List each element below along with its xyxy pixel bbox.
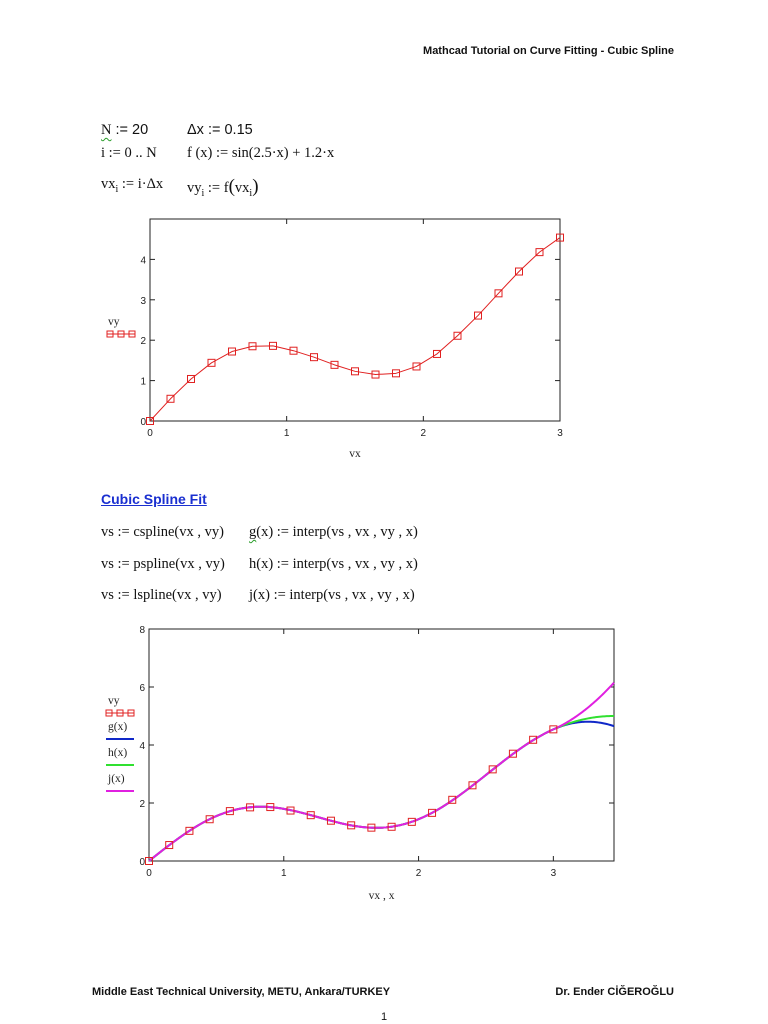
data-point-marker	[371, 370, 380, 379]
x-axis-label: vx	[349, 448, 361, 460]
y-tick-label: 2	[139, 799, 145, 810]
data-point-marker	[494, 289, 503, 298]
def-pspline: vs := pspline(vx , vy)	[101, 556, 225, 572]
data-point-marker	[166, 394, 175, 403]
legend-label: vy	[108, 695, 120, 707]
def-cspline: vs := cspline(vx , vy)	[101, 524, 224, 540]
data-point-marker	[306, 811, 315, 820]
data-point-marker	[347, 821, 356, 830]
data-point-marker	[205, 815, 214, 824]
data-point-marker	[326, 816, 335, 825]
data-point-marker	[549, 725, 558, 734]
x-tick-label: 0	[147, 428, 153, 439]
data-point-marker	[387, 822, 396, 831]
plot-frame	[148, 628, 615, 862]
footer-institution: Middle East Technical University, METU, …	[92, 986, 391, 998]
def-lspline: vs := lspline(vx , vy)	[101, 587, 222, 603]
data-point-marker	[351, 367, 359, 376]
def-vy: vyi := f(vxi)	[187, 176, 259, 199]
data-point-marker	[228, 347, 236, 356]
chart-spline-fits: 0 1 2 3 0 2 4 6 8 vx , x vy g(x) h(x) j(x)	[105, 625, 615, 902]
def-f: f (x) := sin(2.5·x) + 1.2·x	[187, 145, 335, 161]
plot-frame	[149, 218, 561, 422]
legend-label: j(x)	[107, 773, 125, 785]
y-tick-label: 8	[139, 625, 145, 636]
data-point-marker	[515, 267, 523, 276]
legend-label-vy: vy	[108, 316, 120, 328]
y-tick-label: 0	[140, 417, 146, 428]
data-point-marker	[330, 360, 339, 369]
legend-label: g(x)	[108, 721, 127, 733]
data-point-marker	[187, 374, 195, 383]
x-axis-label: vx , x	[369, 890, 395, 902]
legend-label: h(x)	[108, 747, 127, 759]
data-point-marker	[289, 346, 298, 355]
data-point-marker	[433, 349, 441, 358]
series-line-h	[148, 715, 615, 862]
y-tick-label: 4	[139, 741, 145, 752]
data-point-marker	[165, 841, 174, 850]
data-point-marker	[488, 765, 497, 774]
data-point-marker	[412, 362, 421, 371]
var-n: N	[101, 122, 112, 138]
series-line-vy	[149, 237, 561, 422]
def-h: h(x) := interp(vs , vx , vy , x)	[249, 556, 418, 572]
data-point-marker	[535, 248, 544, 257]
data-point-marker	[392, 369, 400, 378]
series-line-j	[148, 681, 615, 862]
x-tick-label: 0	[146, 868, 152, 879]
y-tick-label: 0	[139, 857, 145, 868]
data-point-marker	[468, 781, 477, 790]
section-title-cubic-spline-fit: Cubic Spline Fit	[101, 491, 207, 507]
data-point-marker	[453, 331, 462, 340]
x-tick-label: 1	[284, 428, 290, 439]
page-header-title: Mathcad Tutorial on Curve Fitting - Cubi…	[423, 45, 674, 57]
series-line-g	[148, 720, 615, 862]
data-point-marker	[428, 808, 437, 817]
y-tick-label: 6	[139, 683, 145, 694]
data-point-marker	[207, 358, 216, 367]
data-point-marker	[225, 807, 234, 816]
data-point-marker	[146, 417, 154, 425]
data-point-marker	[286, 806, 295, 815]
data-point-marker	[145, 857, 153, 865]
data-point-marker	[269, 341, 277, 350]
x-tick-label: 3	[551, 868, 557, 879]
data-point-marker	[248, 342, 257, 351]
y-tick-label: 2	[140, 336, 146, 347]
data-point-marker	[529, 735, 538, 744]
data-point-marker	[474, 311, 482, 320]
page-number: 1	[380, 1011, 388, 1023]
chart-vy-vs-vx: 0 1 2 3 0 1 2 3 4 vx vy	[106, 218, 564, 460]
y-tick-label: 4	[140, 255, 146, 266]
data-point-marker	[266, 803, 275, 812]
data-point-marker	[246, 803, 255, 812]
x-tick-label: 2	[416, 868, 422, 879]
data-point-marker	[448, 795, 457, 804]
footer-author: Dr. Ender CİĞEROĞLU	[555, 986, 674, 998]
def-dx: Δx := 0.15	[187, 122, 253, 138]
data-point-marker	[310, 353, 318, 362]
def-g: g(x) := interp(vs , vx , vy , x)	[249, 524, 418, 540]
def-range-i: i := 0 .. N	[101, 145, 157, 161]
data-point-marker	[367, 823, 376, 832]
def-n: N := 20	[101, 122, 149, 138]
x-tick-label: 2	[421, 428, 427, 439]
x-tick-label: 3	[557, 428, 563, 439]
y-tick-label: 3	[140, 296, 146, 307]
y-tick-label: 1	[140, 377, 146, 388]
data-point-marker	[185, 826, 194, 835]
data-point-marker	[407, 817, 416, 826]
def-j: j(x) := interp(vs , vx , vy , x)	[249, 587, 415, 603]
data-point-marker	[556, 233, 564, 242]
x-tick-label: 1	[281, 868, 287, 879]
def-vx: vxi := i·Δx	[101, 176, 164, 195]
data-point-marker	[508, 749, 517, 758]
